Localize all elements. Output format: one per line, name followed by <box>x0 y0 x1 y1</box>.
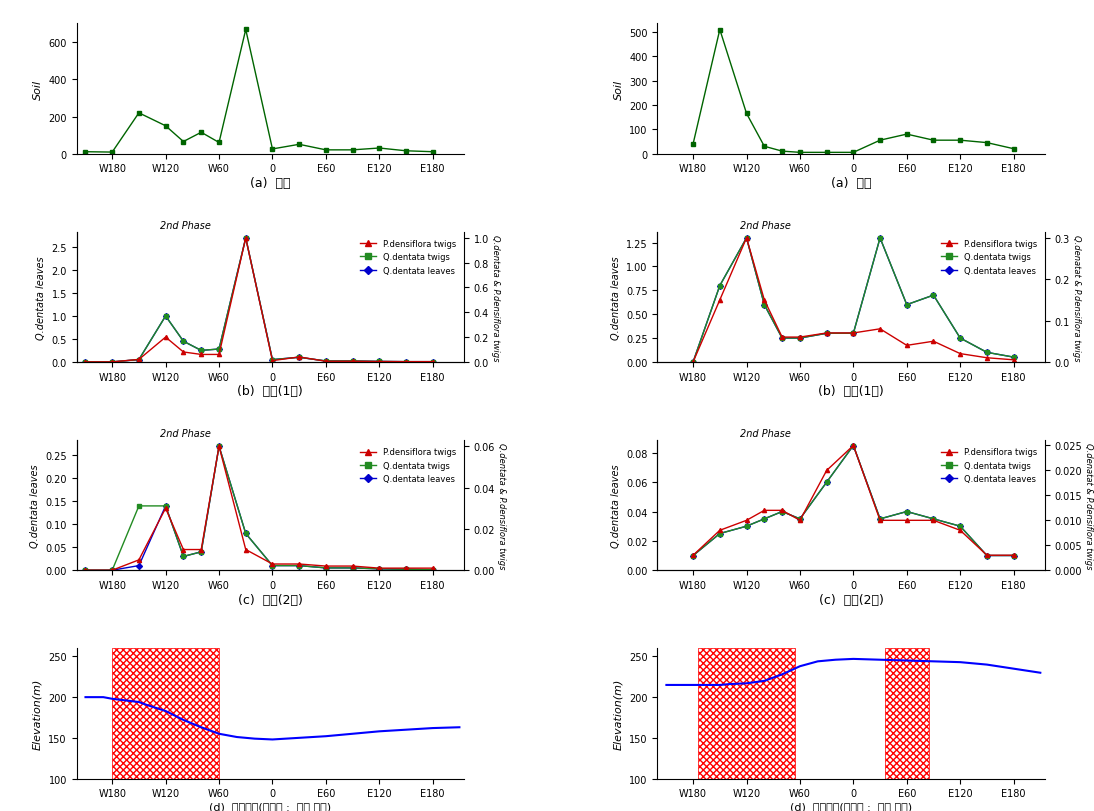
Text: 2nd Phase: 2nd Phase <box>160 221 210 230</box>
Y-axis label: Q.dentata leaves: Q.dentata leaves <box>36 255 46 339</box>
Y-axis label: Soil: Soil <box>614 79 624 100</box>
Y-axis label: Q.dentata leaves: Q.dentata leaves <box>610 464 620 547</box>
X-axis label: (c)  식물(2차): (c) 식물(2차) <box>818 593 884 606</box>
Y-axis label: Q.dentata leaves: Q.dentata leaves <box>610 255 620 339</box>
X-axis label: (a)  토양: (a) 토양 <box>249 177 291 190</box>
Legend: P.densiflora twigs, Q.dentata twigs, Q.dentata leaves: P.densiflora twigs, Q.dentata twigs, Q.d… <box>938 237 1040 278</box>
Y-axis label: Soil: Soil <box>33 79 43 100</box>
Y-axis label: Elevation(m): Elevation(m) <box>33 678 43 749</box>
X-axis label: (b)  식물(1차): (b) 식물(1차) <box>237 385 303 398</box>
Y-axis label: Q.dentata leaves: Q.dentata leaves <box>30 464 39 547</box>
Text: 2nd Phase: 2nd Phase <box>160 428 210 439</box>
X-axis label: (d)  지질단면(광화대 :  적색 사선): (d) 지질단면(광화대 : 적색 사선) <box>209 801 331 811</box>
Bar <box>885 649 929 779</box>
Text: 2nd Phase: 2nd Phase <box>741 221 791 230</box>
Y-axis label: Elevation(m): Elevation(m) <box>614 678 624 749</box>
Y-axis label: Q.denatat & P.densiflora twigs: Q.denatat & P.densiflora twigs <box>1072 234 1081 361</box>
Legend: P.densiflora twigs, Q.dentata twigs, Q.dentata leaves: P.densiflora twigs, Q.dentata twigs, Q.d… <box>357 444 459 487</box>
X-axis label: (b)  식물(1차): (b) 식물(1차) <box>818 385 884 398</box>
X-axis label: (d)  지질단면(광화대 :  적색 사선): (d) 지질단면(광화대 : 적색 사선) <box>790 801 912 811</box>
Y-axis label: Q.dentata & P.densiflora twigs: Q.dentata & P.densiflora twigs <box>497 442 507 569</box>
Bar <box>698 649 795 779</box>
Y-axis label: Q.denatat & P.densiflora twigs: Q.denatat & P.densiflora twigs <box>1084 442 1093 569</box>
Bar <box>113 649 219 779</box>
Y-axis label: Q.dentata & P.densiflora twigs: Q.dentata & P.densiflora twigs <box>491 234 500 361</box>
Text: 2nd Phase: 2nd Phase <box>741 428 791 439</box>
Legend: P.densiflora twigs, Q.dentata twigs, Q.dentata leaves: P.densiflora twigs, Q.dentata twigs, Q.d… <box>357 237 459 278</box>
X-axis label: (c)  식물(2차): (c) 식물(2차) <box>237 593 303 606</box>
Legend: P.densiflora twigs, Q.dentata twigs, Q.dentata leaves: P.densiflora twigs, Q.dentata twigs, Q.d… <box>938 444 1040 487</box>
X-axis label: (a)  토양: (a) 토양 <box>830 177 872 190</box>
